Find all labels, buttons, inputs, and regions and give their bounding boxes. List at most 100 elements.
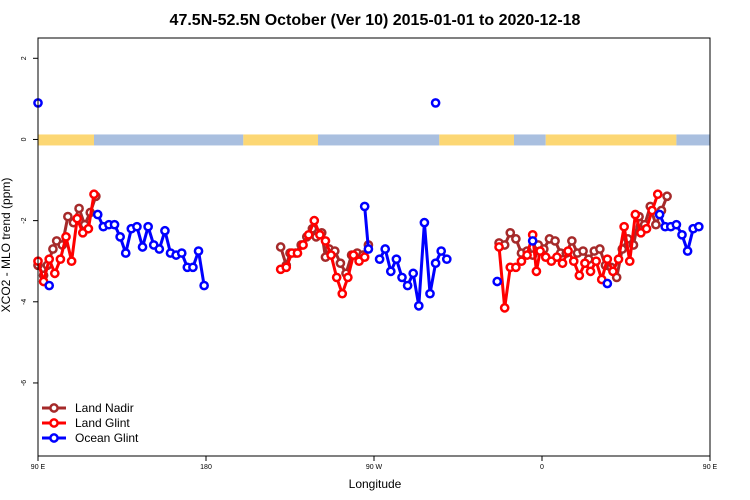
- data-point: [337, 288, 348, 299]
- data-point: [89, 189, 99, 200]
- data-point: [516, 256, 527, 267]
- data-point: [535, 246, 545, 256]
- band-segment: [545, 134, 677, 146]
- data-point: [385, 266, 396, 277]
- data-point: [74, 203, 84, 214]
- land-ocean-band: [38, 134, 710, 146]
- data-point: [55, 254, 66, 265]
- data-point: [309, 215, 320, 226]
- data-point: [343, 272, 353, 283]
- data-point: [441, 254, 452, 265]
- data-point: [320, 236, 331, 246]
- data-point: [63, 211, 73, 222]
- data-point: [359, 201, 370, 212]
- data-point: [585, 266, 596, 277]
- y-tick-label: -2: [21, 217, 28, 223]
- band-segment: [514, 134, 546, 146]
- y-tick-label: -6: [21, 380, 28, 386]
- x-axis-label: Longitude: [349, 477, 402, 491]
- data-point: [574, 270, 585, 281]
- data-point: [298, 240, 308, 250]
- band-segment: [94, 134, 244, 146]
- data-point: [315, 229, 325, 240]
- data-point: [651, 219, 661, 230]
- data-point: [527, 236, 538, 246]
- data-point: [83, 223, 94, 234]
- data-point: [654, 209, 665, 220]
- data-point: [492, 276, 503, 287]
- data-point: [624, 256, 635, 267]
- data-point: [436, 246, 447, 256]
- band-segment: [676, 134, 710, 146]
- data-point: [137, 242, 148, 252]
- data-point: [647, 205, 657, 216]
- data-point: [557, 258, 568, 269]
- data-point: [522, 250, 532, 260]
- data-point: [292, 248, 303, 258]
- data-point: [619, 221, 629, 232]
- data-point: [682, 246, 693, 256]
- data-point: [505, 227, 516, 238]
- data-point: [303, 229, 314, 240]
- data-point: [408, 268, 419, 279]
- data-point: [72, 213, 83, 224]
- data-point: [602, 254, 613, 265]
- data-point: [154, 244, 165, 254]
- legend-label: Ocean Glint: [75, 431, 139, 445]
- data-point: [499, 303, 510, 313]
- data-point: [48, 244, 58, 254]
- data-point: [132, 221, 142, 232]
- data-point: [348, 250, 359, 260]
- data-point: [160, 225, 170, 236]
- data-point: [331, 272, 342, 283]
- data-point: [591, 256, 601, 267]
- data-point: [602, 278, 613, 289]
- x-tick-label: 180: [200, 464, 212, 471]
- data-point: [563, 246, 573, 256]
- data-point: [281, 262, 292, 273]
- data-point: [430, 258, 441, 269]
- data-point: [326, 250, 336, 260]
- data-point: [552, 252, 562, 262]
- y-tick-label: 2: [21, 56, 28, 60]
- band-segment: [243, 134, 318, 146]
- x-tick-label: 90 W: [366, 464, 383, 471]
- legend-item: Land Nadir: [42, 401, 134, 415]
- chart-title: 47.5N-52.5N October (Ver 10) 2015-01-01 …: [170, 12, 581, 29]
- series-ocean-glint: [33, 98, 704, 311]
- series-group: [33, 98, 704, 313]
- y-axis-label: XCO2 - MLO trend (ppm): [0, 178, 13, 313]
- data-point: [425, 288, 435, 299]
- data-point: [568, 256, 579, 267]
- data-point: [693, 221, 704, 232]
- data-point: [419, 217, 430, 228]
- data-point: [374, 254, 385, 265]
- legend-marker: [49, 403, 59, 413]
- data-point: [662, 191, 672, 202]
- y-axis: 2 0 -2 -4 -6: [21, 56, 38, 386]
- data-point: [109, 219, 120, 230]
- x-tick-label: 90 E: [31, 464, 46, 471]
- data-point: [193, 246, 204, 256]
- data-point: [511, 262, 521, 273]
- band-segment: [318, 134, 440, 146]
- data-point: [413, 300, 424, 311]
- data-point: [567, 236, 577, 246]
- data-point: [61, 232, 71, 242]
- data-point: [531, 266, 542, 277]
- data-point: [275, 242, 286, 252]
- data-point: [652, 189, 663, 200]
- x-tick-label: 0: [540, 464, 544, 471]
- data-point: [608, 266, 618, 277]
- band-segment: [439, 134, 514, 146]
- series-land-glint: [33, 189, 663, 313]
- data-point: [671, 219, 682, 230]
- y-tick-label: 0: [21, 137, 28, 141]
- band-segment: [38, 134, 94, 146]
- series-line: [363, 206, 370, 250]
- data-point: [380, 244, 391, 254]
- data-point: [580, 258, 590, 269]
- legend-item: Ocean Glint: [42, 431, 139, 445]
- legend-marker: [49, 418, 59, 428]
